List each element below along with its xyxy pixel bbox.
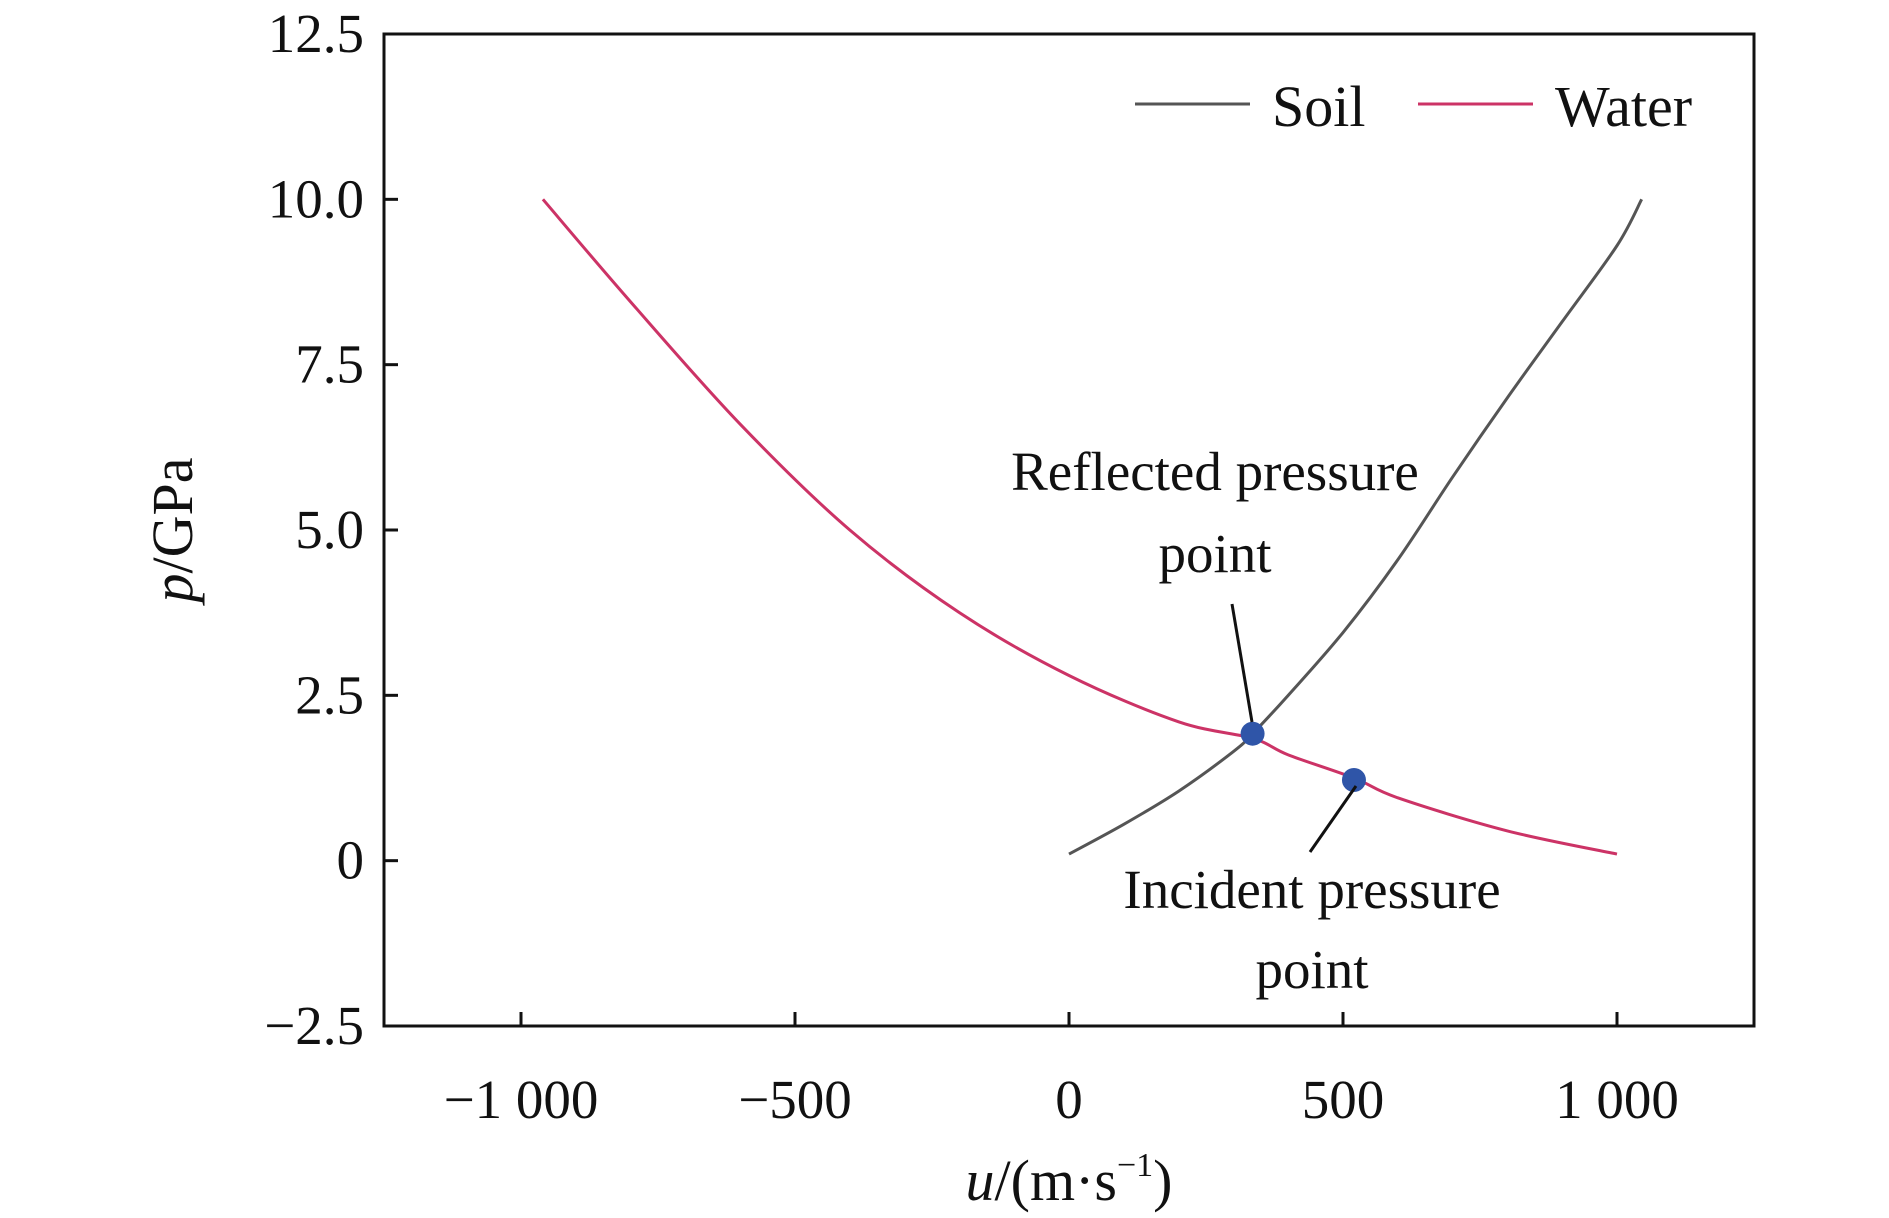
y-axis-title: p/GPa: [140, 458, 205, 607]
plot-frame: [382, 32, 1756, 1028]
annotation-incident-line1: Incident pressure: [1123, 859, 1500, 920]
legend: Soil Water: [1135, 74, 1692, 139]
x-tick-label: 500: [1302, 1069, 1385, 1130]
annotation-incident: Incident pressure point: [1123, 785, 1501, 1000]
y-axis-var: p: [140, 574, 205, 607]
x-tick-label: −1 000: [444, 1069, 599, 1130]
x-tick-label: −500: [738, 1069, 852, 1130]
reflected-pressure-point: [1240, 721, 1265, 746]
x-axis-unit-open: /(m·s: [995, 1148, 1117, 1213]
y-ticks: −2.5 0 2.5 5.0 7.5 10.0 12.5: [264, 3, 398, 1056]
x-tick-label: 0: [1055, 1069, 1083, 1130]
annotation-reflected-line2: point: [1158, 523, 1271, 584]
y-tick-label: 7.5: [295, 334, 364, 395]
y-tick-label: 5.0: [295, 499, 364, 560]
x-tick-label: 1 000: [1555, 1069, 1679, 1130]
y-tick-label: −2.5: [264, 995, 364, 1056]
x-axis-unit-close: ): [1153, 1148, 1172, 1213]
annotation-reflected-line1: Reflected pressure: [1011, 441, 1419, 502]
legend-water-label: Water: [1555, 74, 1692, 139]
y-tick-label: 10.0: [268, 168, 364, 229]
x-axis-unit-sup: −1: [1117, 1147, 1153, 1184]
series-line-soil: [1068, 198, 1643, 856]
legend-soil-label: Soil: [1272, 74, 1366, 139]
y-tick-label: 2.5: [295, 664, 364, 725]
data-points: [1240, 721, 1366, 792]
y-tick-label: 12.5: [268, 3, 364, 64]
x-ticks: −1 000 −500 0 500 1 000: [444, 1012, 1679, 1130]
series-line-water: [541, 198, 1618, 856]
x-axis-title: u/(m·s−1): [966, 1147, 1173, 1213]
incident-pressure-point: [1341, 767, 1366, 792]
annotation-reflected-leader: [1230, 603, 1254, 723]
annotation-incident-line2: point: [1255, 939, 1368, 1000]
y-axis-unit: /GPa: [140, 458, 205, 574]
y-tick-label: 0: [337, 830, 365, 891]
x-axis-var: u: [966, 1148, 995, 1213]
annotation-incident-leader: [1308, 785, 1358, 853]
series-lines: [541, 198, 1643, 856]
annotation-reflected: Reflected pressure point: [1011, 441, 1419, 723]
